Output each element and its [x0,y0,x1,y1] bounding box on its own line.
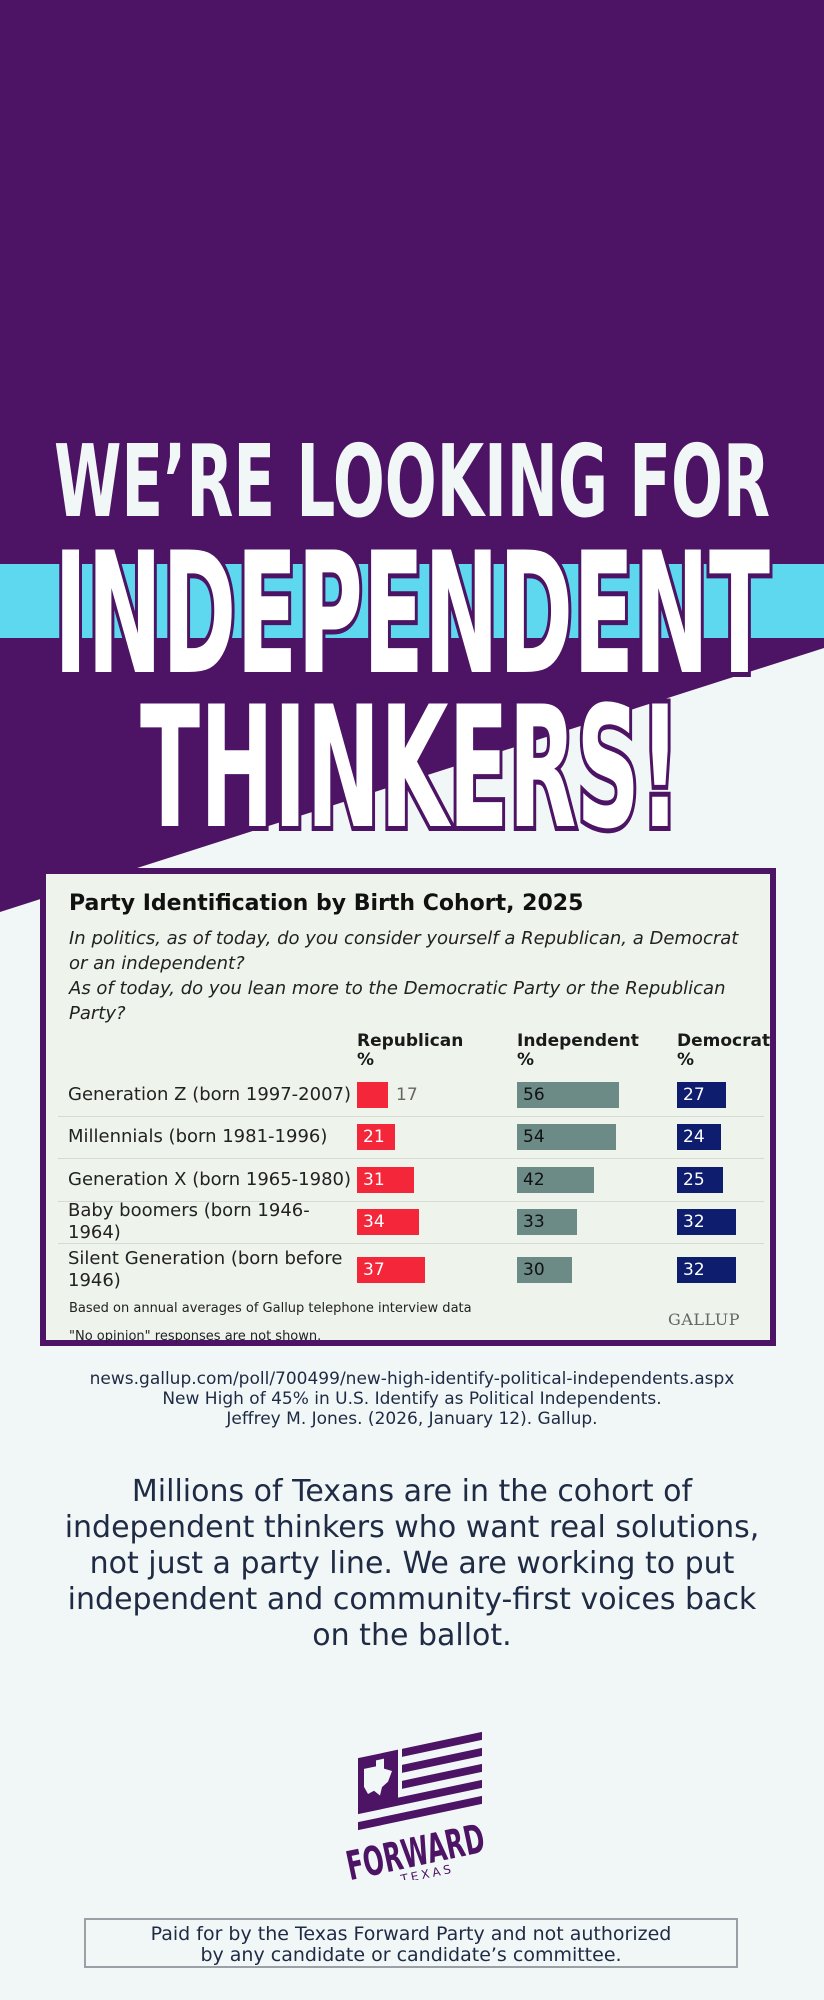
republican-value-label: 21 [363,1127,385,1147]
democrat-bar: 24 [677,1124,721,1150]
headline-line-3: THINKERS! [140,670,680,840]
column-header-democrat: Democrat % [677,1031,771,1070]
chart-row: Millennials (born 1981-1996) 21 54 24 [58,1116,764,1159]
democrat-value-label: 24 [683,1127,705,1147]
disclaimer-line-1: Paid for by the Texas Forward Party and … [150,1923,672,1945]
independent-bar: 42 [517,1167,594,1193]
chart-question-1: In politics, as of today, do you conside… [69,928,739,974]
chart-row: Generation X (born 1965-1980) 31 42 25 [58,1159,764,1202]
independent-bar: 30 [517,1257,572,1283]
source-author: Jeffrey M. Jones. (2026, January 12). Ga… [226,1409,598,1429]
chart-title: Party Identification by Birth Cohort, 20… [69,891,584,916]
republican-bar: 21 [357,1124,395,1150]
chart-note-1: Based on annual averages of Gallup telep… [69,1301,472,1316]
chart-row: Baby boomers (born 1946-1964) 34 33 32 [58,1200,764,1244]
democrat-bar: 27 [677,1082,726,1108]
chart-row: Silent Generation (born before 1946) 37 30… [58,1243,764,1297]
row-label: Generation X (born 1965-1980) [68,1169,351,1190]
democrat-value-label: 32 [683,1260,705,1280]
independent-bar: 54 [517,1124,616,1150]
democrat-value-label: 25 [683,1170,705,1190]
chart-questions: In politics, as of today, do you conside… [69,926,759,1026]
headline: WE’RE LOOKING FOR INDEPENDENT THINKERS! [49,421,775,841]
column-header-independent: Independent % [517,1031,639,1070]
democrat-bar: 32 [677,1209,736,1235]
source-citation: news.gallup.com/poll/700499/new-high-ide… [0,1369,824,1429]
republican-bar: 37 [357,1257,425,1283]
democrat-bar: 32 [677,1257,736,1283]
chart-note-2: "No opinion" responses are not shown. [69,1329,322,1344]
republican-bar: 31 [357,1167,414,1193]
headline-line-1: WE’RE LOOKING FOR [54,423,770,540]
source-url[interactable]: news.gallup.com/poll/700499/new-high-ide… [89,1369,735,1389]
democrat-bar: 25 [677,1167,723,1193]
republican-value-label: 31 [363,1170,385,1190]
source-title: New High of 45% in U.S. Identify as Poli… [162,1389,662,1409]
republican-value-label: 37 [363,1260,385,1280]
headline-line-2: INDEPENDENT [54,516,770,712]
row-label: Baby boomers (born 1946-1964) [68,1200,310,1243]
democrat-value-label: 27 [683,1085,705,1105]
disclaimer-line-2: by any candidate or candidate’s committe… [200,1944,622,1966]
republican-value-label: 17 [396,1085,418,1105]
forward-texas-logo: FORWARD TEXAS [342,1731,489,1880]
republican-value-label: 34 [363,1212,385,1232]
independent-value-label: 30 [523,1260,545,1280]
purple-background-band [0,0,824,912]
independent-value-label: 42 [523,1170,545,1190]
row-label: Generation Z (born 1997-2007) [68,1084,351,1105]
independent-value-label: 33 [523,1212,545,1232]
texas-flag-icon [358,1731,482,1831]
independent-value-label: 54 [523,1127,545,1147]
cyan-stripe [0,564,824,638]
independent-bar: 56 [517,1082,619,1108]
row-label: Silent Generation (born before 1946) [68,1248,343,1291]
independent-value-label: 56 [523,1085,545,1105]
gallup-logo: GALLUP [668,1310,740,1329]
body-text: Millions of Texans are in the cohort of … [64,1474,760,1653]
democrat-value-label: 32 [683,1212,705,1232]
party-id-chart-card: Party Identification by Birth Cohort, 20… [40,868,776,1346]
independent-bar: 33 [517,1209,577,1235]
chart-row: Generation Z (born 1997-2007) 17 56 27 [58,1074,764,1117]
paid-for-disclaimer: Paid for by the Texas Forward Party and … [84,1918,738,1968]
column-header-republican: Republican % [357,1031,464,1070]
republican-bar: 34 [357,1209,419,1235]
row-label: Millennials (born 1981-1996) [68,1126,328,1147]
chart-question-2: As of today, do you lean more to the Dem… [69,978,726,1024]
republican-bar [357,1082,388,1108]
